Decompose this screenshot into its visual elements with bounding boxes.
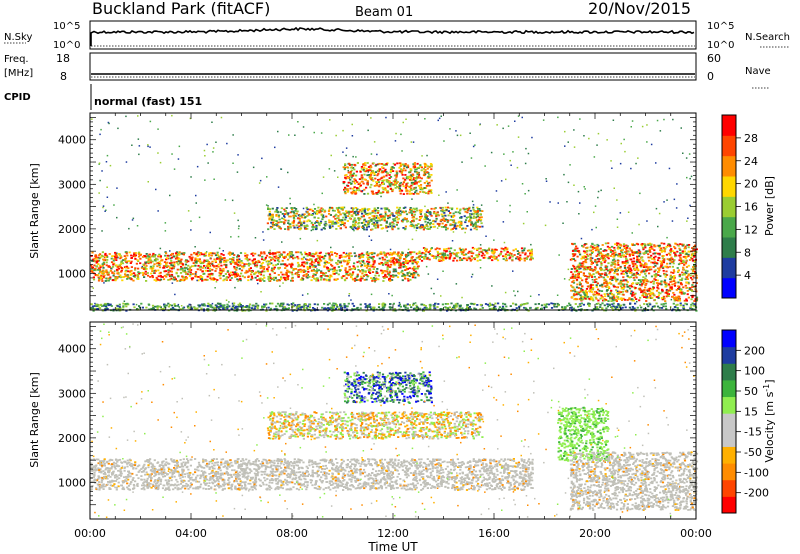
- nave-tick-top: 60: [707, 52, 721, 65]
- colorbar-tick-label: 100: [744, 365, 765, 378]
- power-axes: 1000 2000 3000 4000: [58, 113, 697, 310]
- power-panel: 1000 2000 3000 4000 Slant Range [km]: [28, 112, 699, 312]
- colorbar-tick-label: -50: [744, 446, 762, 459]
- y-tick-label: 3000: [58, 387, 86, 400]
- nsky-strip: [89, 20, 697, 50]
- nave-label: Nave: [745, 66, 771, 77]
- nsearch-tick-top: 10^5: [707, 21, 734, 32]
- power-colorbar-label: Power [dB]: [763, 176, 776, 236]
- freq-label: Freq.: [4, 54, 29, 65]
- date-label: 20/Nov/2015: [588, 0, 691, 18]
- y-tick-label: 2000: [58, 223, 86, 236]
- y-tick-label: 2000: [58, 432, 86, 445]
- nsky-trace: [90, 26, 695, 46]
- power-ylabel: Slant Range [km]: [28, 163, 41, 259]
- freq-tick-top: 18: [56, 52, 70, 65]
- colorbar-tick-label: 16: [744, 201, 758, 214]
- velocity-axes: 1000 2000 3000 4000: [58, 322, 697, 519]
- cpid-value: normal (fast) 151: [94, 95, 202, 108]
- colorbar-tick-label: 8: [744, 246, 751, 259]
- freq-strip: [89, 52, 697, 81]
- beam-label: Beam 01: [355, 5, 413, 20]
- y-tick-label: 3000: [58, 178, 86, 191]
- x-tick-label: 00:00: [680, 527, 712, 540]
- power-heatmap: [90, 114, 699, 312]
- y-tick-label: 1000: [58, 476, 86, 489]
- velocity-colorbar: 200 100 50 15 -15 -50 -100 -200 Velocity [m s-1…: [721, 329, 776, 514]
- colorbar-tick-label: -15: [744, 426, 762, 439]
- velocity-colorbar-label: Velocity [m s-1]: [762, 379, 776, 462]
- colorbar-tick-label: -200: [744, 487, 769, 500]
- colorbar-tick-label: 20: [744, 178, 758, 191]
- colorbar-tick-label: 15: [744, 405, 758, 418]
- power-colorbar: 28 24 20 16 12 8 4 Power [dB]: [721, 114, 776, 299]
- velocity-panel: 1000 2000 3000 4000 Slant Range [km]: [28, 321, 699, 520]
- nsky-tick-bottom: 10^0: [53, 40, 80, 51]
- velocity-ylabel: Slant Range [km]: [28, 372, 41, 468]
- velocity-heatmap: [90, 323, 699, 518]
- y-tick-label: 4000: [58, 343, 86, 356]
- cpid-label: CPID: [4, 92, 31, 103]
- x-tick-label: 12:00: [377, 527, 409, 540]
- y-tick-label: 4000: [58, 134, 86, 147]
- colorbar-tick-label: 50: [744, 385, 758, 398]
- time-axis-label: Time UT: [367, 540, 418, 554]
- station-title: Buckland Park (fitACF): [92, 0, 270, 18]
- time-axis: 00:00 04:00 08:00 12:00 16:00 20:00 00:00: [74, 527, 712, 540]
- colorbar-tick-label: 12: [744, 223, 758, 236]
- x-tick-label: 04:00: [175, 527, 207, 540]
- nave-tick-bottom: 0: [707, 70, 714, 83]
- x-tick-label: 08:00: [276, 527, 308, 540]
- nsky-tick-top: 10^5: [53, 21, 80, 32]
- colorbar-tick-label: -100: [744, 466, 769, 479]
- freq-unit: [MHz]: [4, 68, 33, 79]
- nsky-label: N.Sky: [4, 32, 32, 43]
- colorbar-tick-label: 28: [744, 132, 758, 145]
- freq-tick-bottom: 8: [60, 70, 67, 83]
- x-tick-label: 00:00: [74, 527, 106, 540]
- nsearch-label: N.Search: [745, 32, 790, 43]
- x-tick-label: 20:00: [579, 527, 611, 540]
- colorbar-tick-label: 24: [744, 155, 758, 168]
- colorbar-tick-label: 4: [744, 269, 751, 282]
- nsearch-tick-bottom: 10^0: [707, 40, 734, 51]
- y-tick-label: 1000: [58, 267, 86, 280]
- x-tick-label: 16:00: [478, 527, 510, 540]
- colorbar-tick-label: 200: [744, 344, 765, 357]
